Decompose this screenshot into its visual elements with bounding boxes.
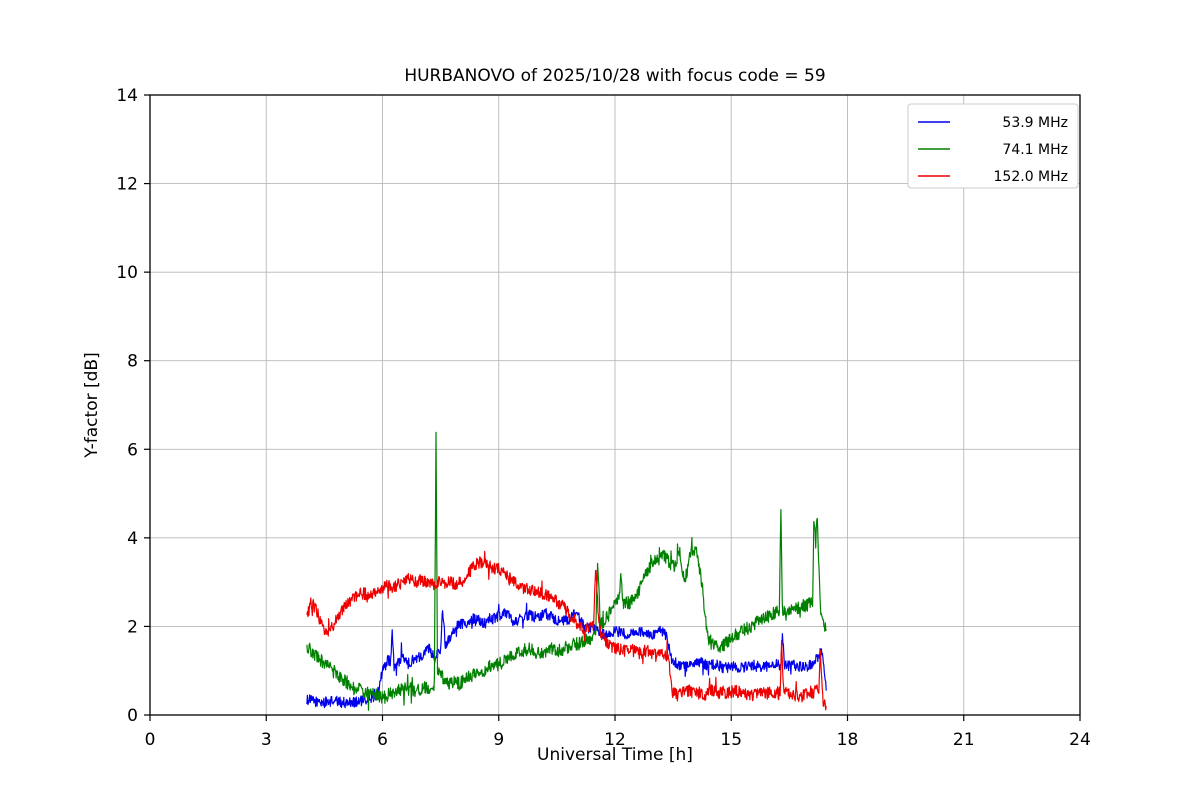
y-tick-label: 12 bbox=[116, 175, 138, 195]
legend-label: 74.1 MHz bbox=[1002, 142, 1068, 158]
x-tick-label: 6 bbox=[377, 730, 388, 750]
series-line-74-1-mhz bbox=[306, 431, 827, 711]
legend-label: 152.0 MHz bbox=[994, 169, 1068, 185]
x-tick-label: 12 bbox=[604, 730, 626, 750]
x-tick-label: 15 bbox=[720, 730, 742, 750]
series-line-152-0-mhz bbox=[306, 550, 827, 711]
series-line-53-9-mhz bbox=[306, 602, 827, 709]
legend-box bbox=[907, 103, 1079, 189]
x-tick-label: 24 bbox=[1069, 730, 1091, 750]
series-lines bbox=[306, 431, 827, 711]
chart-title: HURBANOVO of 2025/10/28 with focus code … bbox=[404, 66, 825, 86]
x-tick-label: 0 bbox=[145, 730, 156, 750]
x-tick-label: 18 bbox=[837, 730, 859, 750]
y-tick-label: 8 bbox=[127, 352, 138, 372]
y-axis-label: Y-factor [dB] bbox=[82, 352, 102, 458]
y-tick-label: 0 bbox=[127, 706, 138, 726]
x-tick-label: 21 bbox=[953, 730, 975, 750]
y-tick-label: 2 bbox=[127, 617, 138, 637]
y-tick-label: 6 bbox=[127, 440, 138, 460]
y-tick-label: 14 bbox=[116, 86, 138, 106]
y-tick-label: 4 bbox=[127, 529, 138, 549]
x-tick-label: 9 bbox=[493, 730, 504, 750]
y-tick-label: 10 bbox=[116, 263, 138, 283]
x-tick-label: 3 bbox=[261, 730, 272, 750]
legend: 53.9 MHz 74.1 MHz 152.0 MHz bbox=[907, 103, 1079, 189]
x-axis-label: Universal Time [h] bbox=[537, 745, 693, 765]
legend-label: 53.9 MHz bbox=[1002, 115, 1068, 131]
